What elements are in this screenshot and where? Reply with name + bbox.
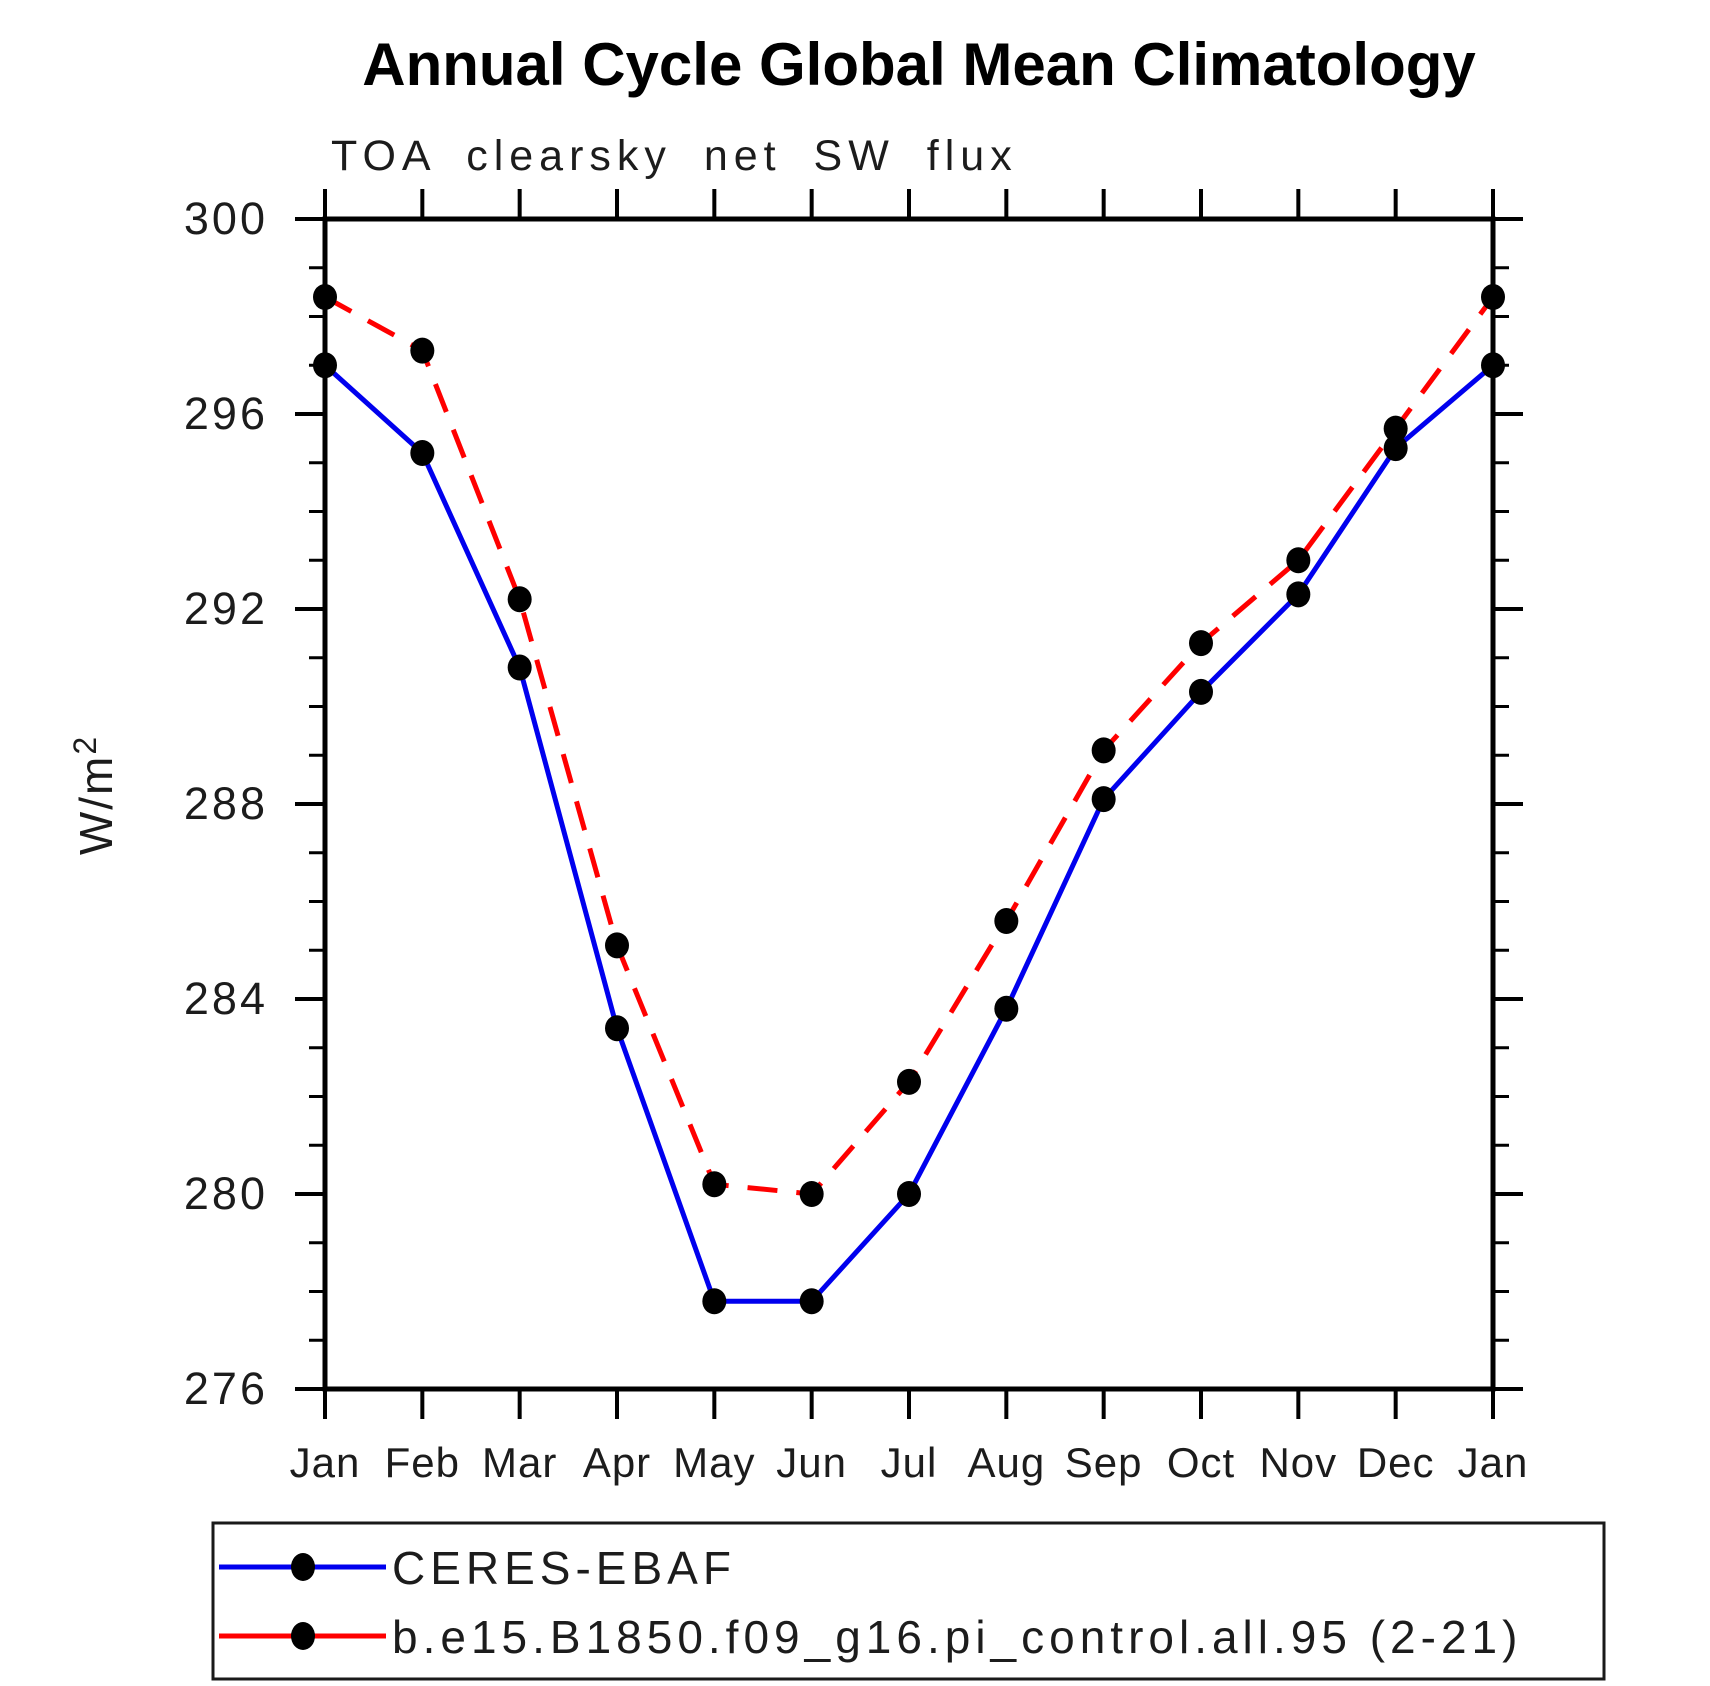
data-point-marker-series-1 — [313, 284, 337, 310]
data-point-marker-series-0 — [1286, 581, 1311, 608]
series-line-0 — [323, 363, 1495, 1304]
y-axis-tick-label: 296 — [184, 388, 268, 439]
x-axis-month-label: Nov — [1259, 1439, 1337, 1486]
x-axis-month-label: Dec — [1357, 1439, 1435, 1486]
y-axis-tick-label: 300 — [184, 193, 268, 244]
y-axis-tick-label: 284 — [184, 973, 268, 1024]
data-point-marker-series-0 — [605, 1015, 629, 1042]
legend-marker-icon — [291, 1553, 315, 1581]
chart-subtitle: TOA clearsky net SW flux — [331, 132, 1018, 180]
data-point-marker-series-0 — [410, 440, 435, 466]
data-point-marker-series-0 — [897, 1181, 921, 1207]
x-axis-month-label: Mar — [482, 1439, 557, 1486]
y-axis-tick-label: 280 — [184, 1168, 268, 1219]
data-point-marker-series-1 — [1189, 630, 1213, 657]
data-point-marker-series-0 — [799, 1288, 824, 1315]
series-line-1 — [323, 294, 1496, 1197]
legend-frame — [211, 1521, 1606, 1681]
data-point-marker-series-1 — [702, 1171, 727, 1198]
x-axis-month-label: Jan — [1458, 1439, 1529, 1486]
legend-label-model: b.e15.B1850.f09_g16.pi_control.all.95 (2… — [392, 1611, 1522, 1663]
page-title: Annual Cycle Global Mean Climatology — [362, 31, 1476, 98]
y-axis-tick-label: 292 — [184, 583, 268, 634]
data-point-marker-series-1 — [1481, 284, 1505, 310]
data-point-marker-series-0 — [313, 352, 337, 379]
legend-row-ceres: CERES-EBAF — [219, 1542, 736, 1594]
x-axis-month-label: Jan — [290, 1439, 361, 1486]
data-point-marker-series-1 — [507, 586, 532, 613]
plot-area: 300 296 292 288 284 280 276 Jan Feb Mar Apr May Jun J… — [184, 189, 1529, 1486]
legend-label-ceres: CERES-EBAF — [392, 1542, 736, 1594]
y-axis-label: W/m2 — [67, 735, 122, 855]
data-point-marker-series-0 — [1383, 435, 1408, 462]
data-point-marker-series-1 — [410, 337, 435, 364]
y-axis-label-main: W/m — [70, 755, 122, 856]
x-axis-month-label: Sep — [1065, 1439, 1143, 1486]
y-axis-tick-label: 276 — [184, 1363, 268, 1414]
x-axis-month-label: Aug — [967, 1439, 1045, 1486]
y-axis-label-superscript: 2 — [67, 735, 103, 755]
data-point-marker-series-1 — [1091, 737, 1116, 764]
data-point-marker-series-0 — [1091, 786, 1116, 813]
x-axis-month-label: Apr — [583, 1439, 651, 1486]
data-point-marker-series-0 — [994, 995, 1019, 1022]
data-point-marker-series-1 — [994, 908, 1019, 934]
plot-frame — [322, 216, 1496, 1392]
y-axis-tick-label: 288 — [184, 778, 268, 829]
data-point-marker-series-1 — [1383, 415, 1408, 442]
data-point-marker-series-0 — [507, 654, 532, 681]
x-axis-month-label: Jul — [881, 1439, 938, 1486]
data-point-marker-series-1 — [605, 932, 629, 959]
data-point-marker-series-0 — [702, 1288, 727, 1315]
legend-marker-icon — [291, 1622, 315, 1650]
legend-box: CERES-EBAF b.e15.B1850.f09_g16.pi_contro… — [211, 1521, 1606, 1681]
data-point-marker-series-0 — [1481, 352, 1505, 379]
data-point-marker-series-0 — [1189, 678, 1213, 705]
data-point-marker-series-1 — [897, 1068, 921, 1095]
x-axis-month-label: Feb — [385, 1439, 460, 1486]
x-axis-month-label: Jun — [776, 1439, 847, 1486]
x-axis-month-label: May — [673, 1439, 755, 1486]
data-point-marker-series-1 — [1286, 547, 1311, 574]
legend-row-model: b.e15.B1850.f09_g16.pi_control.all.95 (2… — [219, 1611, 1522, 1663]
data-point-marker-series-1 — [799, 1181, 824, 1207]
x-axis-month-label: Oct — [1167, 1439, 1235, 1486]
